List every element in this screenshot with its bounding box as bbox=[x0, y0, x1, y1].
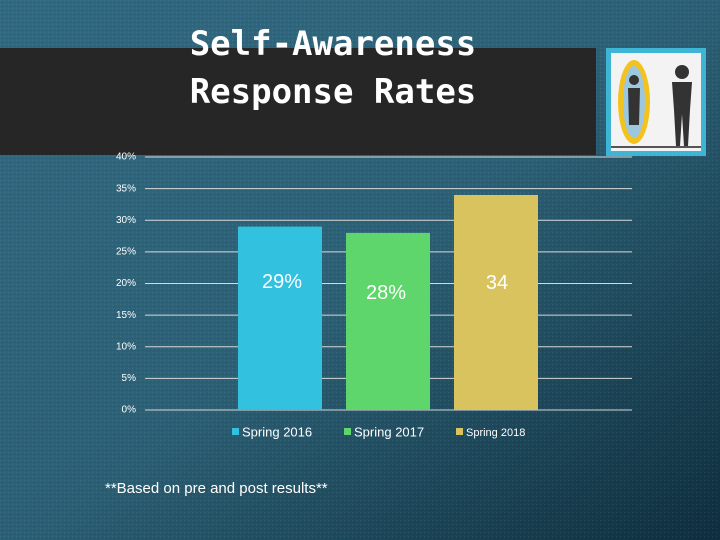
legend-swatch bbox=[456, 428, 463, 435]
title-band bbox=[0, 48, 596, 155]
y-tick-label: 35% bbox=[116, 183, 136, 194]
y-tick-label: 30% bbox=[116, 215, 136, 226]
y-tick-label: 15% bbox=[116, 310, 136, 321]
y-tick-label: 20% bbox=[116, 278, 136, 289]
bar bbox=[238, 226, 322, 410]
y-tick-label: 25% bbox=[116, 247, 136, 258]
illustration bbox=[606, 48, 706, 156]
y-tick-label: 5% bbox=[122, 373, 137, 384]
footnote: **Based on pre and post results** bbox=[105, 480, 328, 497]
y-tick-label: 10% bbox=[116, 341, 136, 352]
bar bbox=[346, 232, 430, 410]
legend-label: Spring 2018 bbox=[466, 427, 525, 439]
legend-swatch bbox=[344, 428, 351, 435]
data-label: 28% bbox=[366, 282, 406, 304]
data-label: 34 bbox=[486, 272, 508, 294]
legend-swatch bbox=[232, 428, 239, 435]
y-tick-label: 0% bbox=[122, 405, 137, 416]
bar bbox=[454, 194, 538, 410]
legend-label: Spring 2016 bbox=[242, 424, 312, 439]
legend-label: Spring 2017 bbox=[354, 424, 424, 439]
data-label: 29% bbox=[262, 271, 302, 293]
y-tick-label: 40% bbox=[116, 152, 136, 163]
chart-title: Self-Awareness Response Rates bbox=[190, 24, 477, 112]
